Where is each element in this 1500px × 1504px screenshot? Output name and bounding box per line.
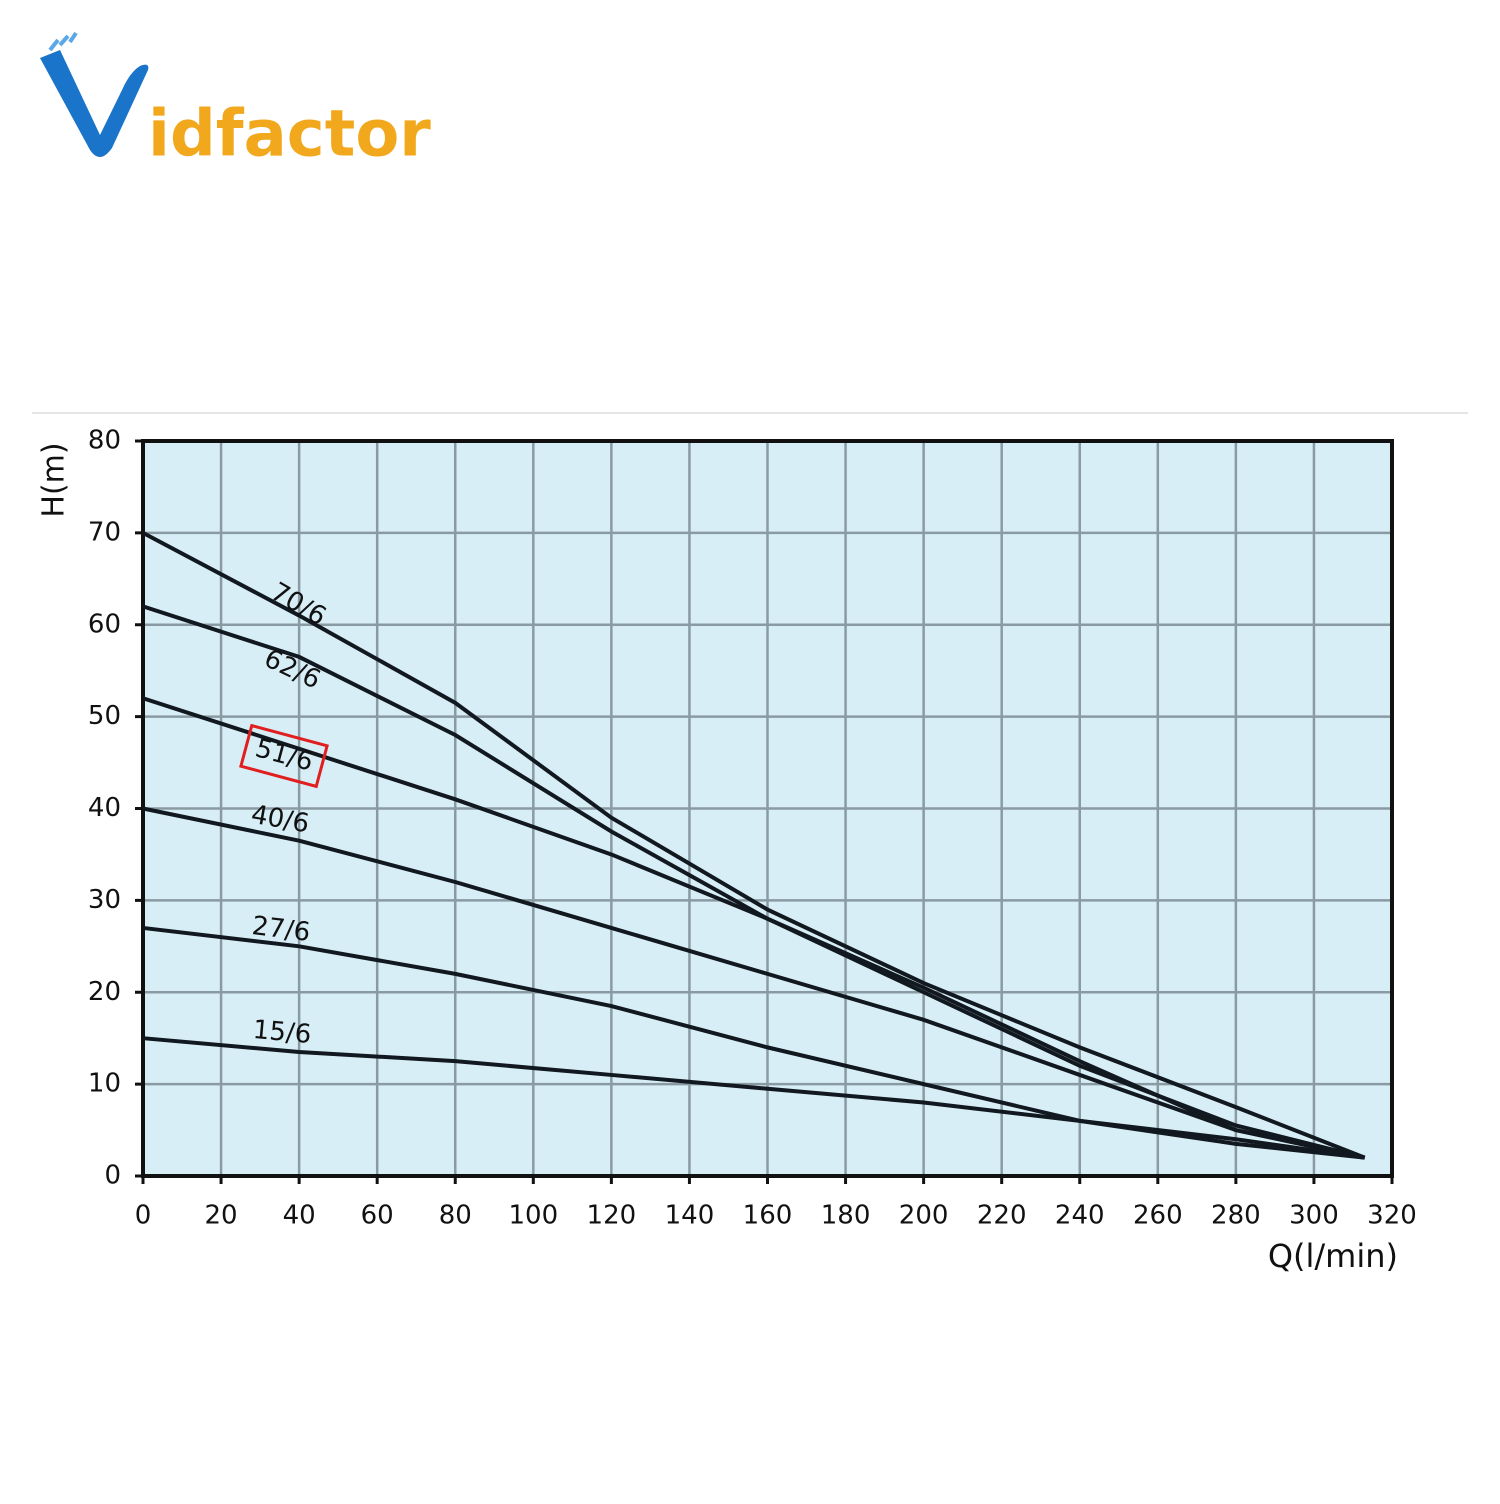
x-tick-label: 180 — [821, 1201, 871, 1231]
x-tick-label: 80 — [439, 1201, 472, 1231]
x-tick-label: 120 — [587, 1201, 637, 1231]
curve-label: 15/6 — [252, 1015, 313, 1050]
y-tick-label: 70 — [88, 517, 121, 547]
curve — [142, 925, 1365, 1160]
curve — [142, 1036, 1365, 1160]
x-tick-label: 160 — [743, 1201, 793, 1231]
x-axis-label: Q(l/min) — [1268, 1237, 1398, 1275]
x-tick-label: 300 — [1289, 1201, 1339, 1231]
curve — [142, 806, 1366, 1160]
y-axis-label: H(m) — [37, 442, 72, 517]
curve-label: 27/6 — [250, 911, 312, 948]
x-tick-label: 280 — [1211, 1201, 1261, 1231]
y-tick-label: 30 — [88, 885, 121, 915]
x-tick-label: 240 — [1055, 1201, 1105, 1231]
y-tick-label: 80 — [88, 426, 121, 456]
logo: idfactor — [40, 31, 431, 172]
logo-feathers — [48, 31, 78, 52]
x-tick-label: 260 — [1133, 1201, 1183, 1231]
y-tick-label: 20 — [88, 977, 121, 1007]
x-tick-label: 60 — [361, 1201, 394, 1231]
x-tick-label: 0 — [135, 1201, 152, 1231]
curve — [142, 696, 1366, 1160]
x-tick-label: 20 — [205, 1201, 238, 1231]
logo-text: idfactor — [148, 98, 431, 172]
x-tick-label: 200 — [899, 1201, 949, 1231]
x-tick-label: 40 — [283, 1201, 316, 1231]
x-tick-label: 100 — [508, 1201, 558, 1231]
y-tick-label: 0 — [104, 1161, 121, 1191]
x-tick-label: 320 — [1367, 1201, 1417, 1231]
x-tick-label: 220 — [977, 1201, 1027, 1231]
y-tick-label: 10 — [88, 1069, 121, 1099]
x-tick-label: 140 — [665, 1201, 715, 1231]
curve — [142, 531, 1366, 1160]
logo-mark — [40, 50, 149, 158]
y-tick-label: 40 — [88, 793, 121, 823]
y-tick-label: 50 — [88, 701, 121, 731]
highlight-box — [239, 723, 329, 789]
y-tick-label: 60 — [88, 609, 121, 639]
